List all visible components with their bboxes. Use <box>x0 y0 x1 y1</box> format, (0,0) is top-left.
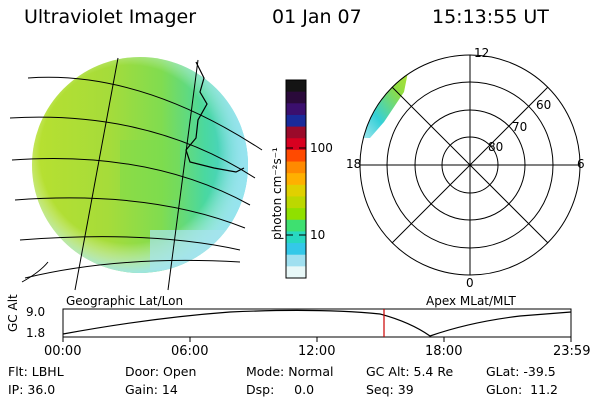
apex-label: Apex MLat/MLT <box>426 294 516 308</box>
time-tick-1800: 18:00 <box>425 344 463 359</box>
colorbar-segment <box>286 103 306 116</box>
polar-map <box>359 54 581 276</box>
status-glon: GLon: 11.2 <box>486 382 558 397</box>
colorbar-segment <box>286 173 306 186</box>
time-tick-1200: 12:00 <box>298 344 336 359</box>
colorbar-segment <box>286 161 306 174</box>
colorbar-unit-label: photon cm⁻²s⁻¹ <box>270 147 284 240</box>
altitude-tick-low: 1.8 <box>26 326 46 340</box>
altitude-tick-high: 9.0 <box>26 305 46 319</box>
status-door: Door: Open <box>125 364 197 379</box>
colorbar-segment <box>286 149 306 163</box>
mlt-label-6: 6 <box>577 157 585 171</box>
mlat-label-60: 60 <box>536 98 552 112</box>
status-gc-alt: GC Alt: 5.4 Re <box>366 364 454 379</box>
instrument-title: Ultraviolet Imager <box>24 6 197 28</box>
time-tick-2359: 23:59 <box>553 344 591 359</box>
altitude-frame <box>62 308 572 338</box>
status-gain: Gain: 14 <box>125 382 178 397</box>
colorbar <box>286 80 306 279</box>
colorbar-segment <box>286 243 306 256</box>
status-dsp: Dsp: 0.0 <box>246 382 315 397</box>
colorbar-segment <box>286 114 306 128</box>
geographic-map <box>9 57 263 291</box>
colorbar-tick-10: 10 <box>310 228 326 242</box>
colorbar-segment <box>286 91 306 104</box>
altitude-plot <box>62 308 572 342</box>
colorbar-segment <box>286 184 306 198</box>
status-ip: IP: 36.0 <box>8 382 56 397</box>
time-tick-0000: 00:00 <box>44 344 82 359</box>
mlt-label-12: 12 <box>474 46 490 60</box>
altitude-axis-label: GC Alt <box>6 294 20 332</box>
status-filter: Flt: LBHL <box>8 364 64 379</box>
mlt-label-18: 18 <box>346 157 362 171</box>
time-tick-0600: 06:00 <box>171 344 209 359</box>
colorbar-segment <box>286 266 306 279</box>
coastline <box>185 61 245 173</box>
status-glat: GLat: -39.5 <box>486 364 556 379</box>
colorbar-segment <box>286 196 306 209</box>
mlat-label-70: 70 <box>512 120 528 134</box>
mlat-label-80: 80 <box>488 140 504 154</box>
date-label: 01 Jan 07 <box>272 6 362 28</box>
colorbar-frame <box>285 79 307 279</box>
colorbar-segment <box>286 231 306 244</box>
colorbar-segment <box>286 80 306 93</box>
status-seq: Seq: 39 <box>366 382 414 397</box>
latlon-grid <box>9 57 263 291</box>
colorbar-segment <box>286 126 306 139</box>
altitude-curve <box>62 309 572 337</box>
colorbar-segment <box>286 254 306 267</box>
status-mode: Mode: Normal <box>246 364 334 379</box>
colorbar-segment <box>286 138 306 151</box>
colorbar-tick-100: 100 <box>310 141 333 155</box>
mlt-label-0: 0 <box>466 276 474 290</box>
geographic-label: Geographic Lat/Lon <box>66 294 184 308</box>
colorbar-segment <box>286 219 306 233</box>
colorbar-segment <box>286 208 306 221</box>
time-label: 15:13:55 UT <box>432 6 549 28</box>
